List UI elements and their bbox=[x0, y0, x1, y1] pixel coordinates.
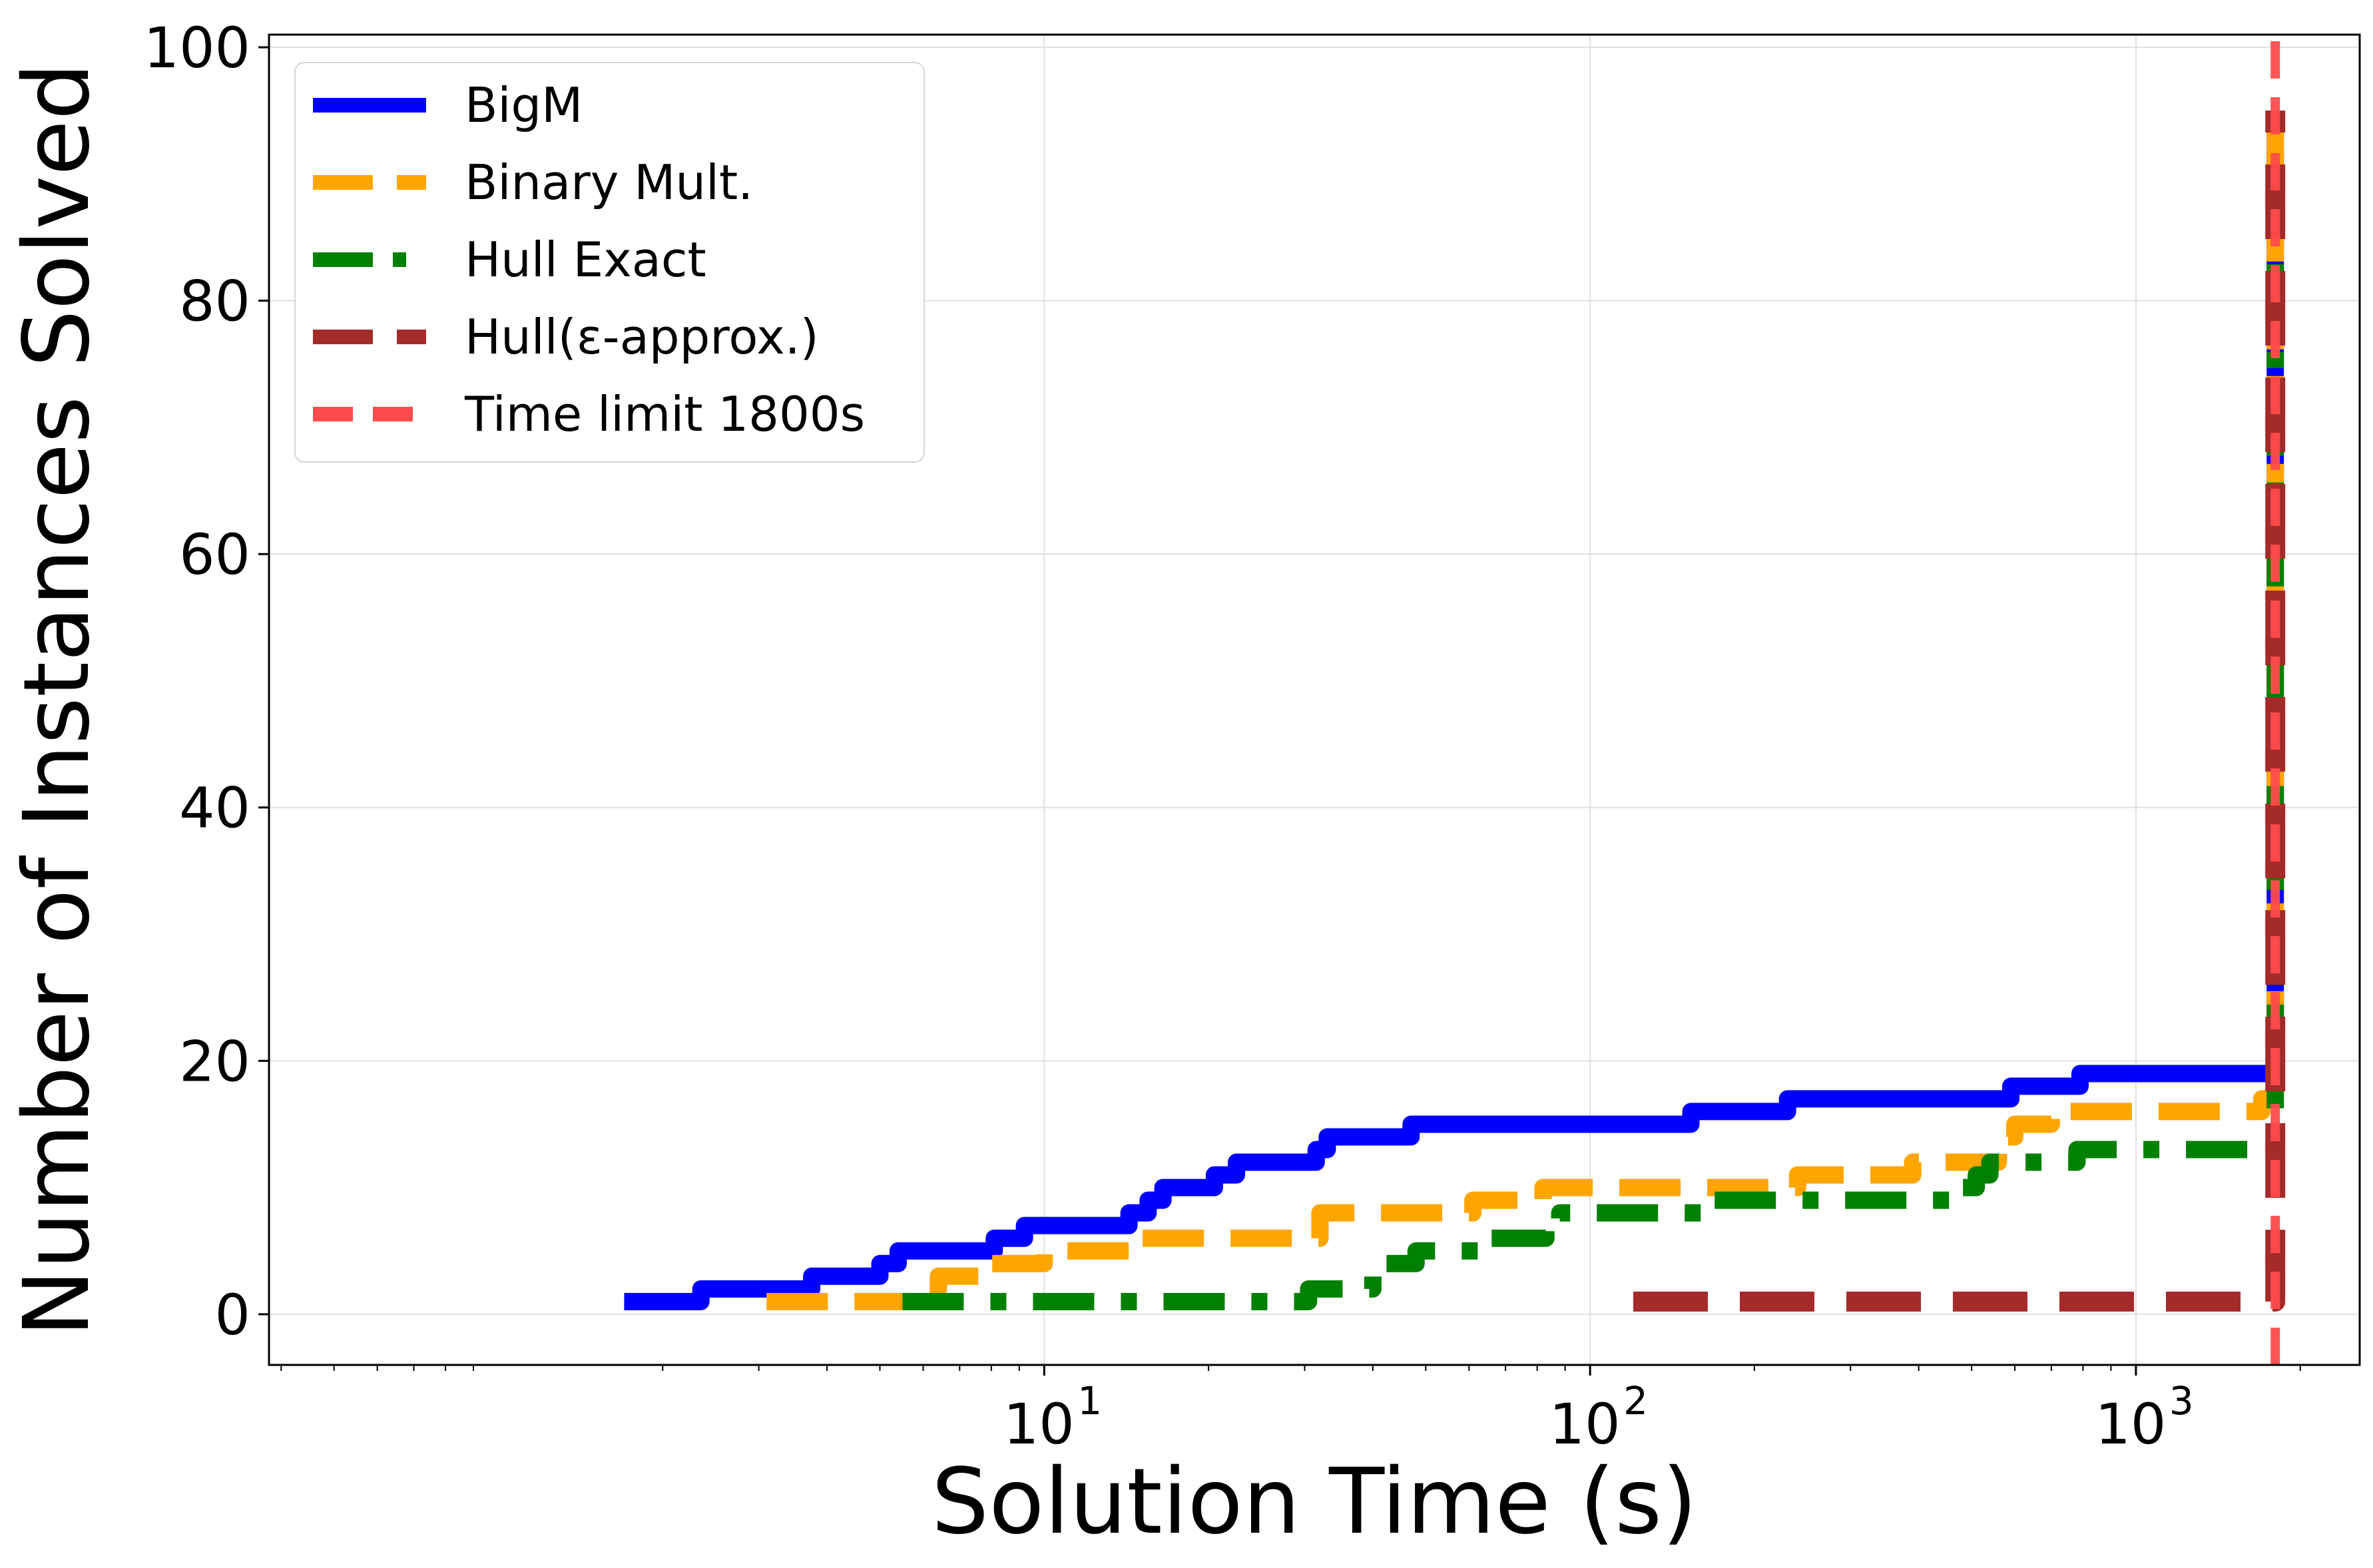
grid bbox=[269, 35, 2360, 1365]
legend-item: Hull(ε-approx.) bbox=[313, 309, 819, 365]
x-tick-label: 10 1 bbox=[1003, 1378, 1102, 1457]
legend-item: Binary Mult. bbox=[313, 154, 753, 210]
y-tick-label: 40 bbox=[179, 776, 250, 841]
y-axis-label: Number of Instances Solved bbox=[5, 63, 110, 1337]
y-tick-label: 60 bbox=[179, 522, 250, 587]
legend-label: Binary Mult. bbox=[465, 154, 753, 210]
legend-item: Time limit 1800s bbox=[313, 386, 865, 442]
x-tick-exponent: 1 bbox=[1077, 1378, 1102, 1424]
y-tick-label: 20 bbox=[179, 1029, 250, 1094]
legend-label: Time limit 1800s bbox=[464, 386, 865, 442]
legend-item: Hull Exact bbox=[313, 232, 706, 288]
x-tick-exponent: 3 bbox=[2169, 1378, 2194, 1424]
y-tick-label: 100 bbox=[144, 15, 250, 81]
series-line bbox=[624, 111, 2284, 1310]
legend-label: Hull Exact bbox=[465, 232, 706, 288]
x-tick-label: 10 2 bbox=[1549, 1378, 1648, 1457]
legend: BigM Binary Mult. Hull Exact Hull(ε-approx.… bbox=[294, 62, 925, 463]
plot-frame bbox=[268, 33, 2361, 1366]
x-tick-base: 10 bbox=[1549, 1392, 1621, 1457]
y-tick-label: 80 bbox=[179, 269, 250, 334]
x-tick-base: 10 bbox=[1003, 1392, 1075, 1457]
legend-label: Hull(ε-approx.) bbox=[465, 309, 819, 365]
y-tick-label: 0 bbox=[215, 1282, 250, 1348]
x-tick-base: 10 bbox=[2095, 1392, 2166, 1457]
legend-label: BigM bbox=[465, 77, 583, 133]
series-line bbox=[766, 111, 2284, 1310]
x-axis-label: Solution Time (s) bbox=[931, 1449, 1697, 1555]
series-line bbox=[902, 199, 2284, 1310]
legend-item: BigM bbox=[313, 77, 583, 133]
x-tick-label: 10 3 bbox=[2095, 1378, 2193, 1457]
x-tick-exponent: 2 bbox=[1623, 1378, 1648, 1424]
series-layer bbox=[624, 35, 2286, 1365]
legend-box bbox=[294, 62, 925, 463]
